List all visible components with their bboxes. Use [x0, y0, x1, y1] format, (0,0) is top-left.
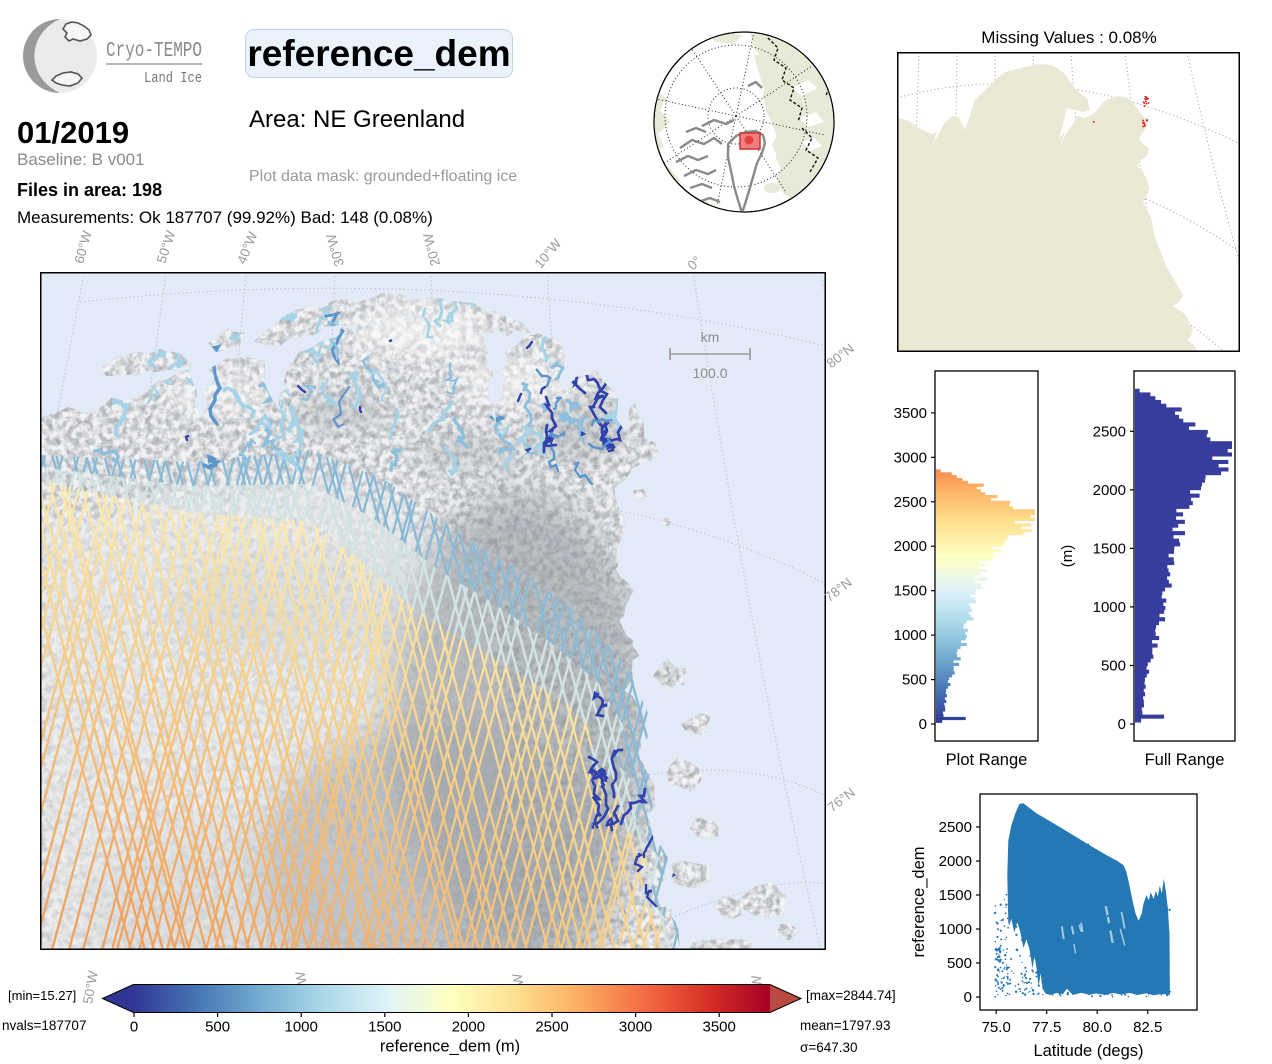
svg-text:100.0: 100.0	[692, 365, 727, 381]
svg-text:1000: 1000	[894, 627, 927, 644]
svg-text:2000: 2000	[894, 538, 927, 555]
svg-text:3500: 3500	[703, 1019, 736, 1036]
svg-text:3000: 3000	[894, 449, 927, 466]
svg-text:Full Range: Full Range	[1145, 751, 1225, 769]
svg-text:0: 0	[130, 1019, 138, 1036]
svg-text:1500: 1500	[1093, 540, 1126, 557]
svg-text:82.5: 82.5	[1133, 1019, 1162, 1036]
svg-text:2000: 2000	[452, 1019, 485, 1036]
svg-text:1500: 1500	[939, 887, 972, 904]
svg-text:3000: 3000	[619, 1019, 652, 1036]
svg-text:500: 500	[947, 955, 972, 972]
svg-text:reference_dem: reference_dem	[910, 847, 928, 958]
svg-text:2500: 2500	[535, 1019, 568, 1036]
svg-text:Land Ice: Land Ice	[144, 70, 202, 87]
svg-text:2500: 2500	[939, 819, 972, 836]
svg-text:500: 500	[205, 1019, 230, 1036]
svg-text:2000: 2000	[1093, 482, 1126, 499]
svg-text:80.0: 80.0	[1083, 1019, 1112, 1036]
svg-text:500: 500	[1101, 658, 1126, 675]
svg-text:77.5: 77.5	[1032, 1019, 1061, 1036]
svg-text:1500: 1500	[894, 583, 927, 600]
svg-text:1000: 1000	[285, 1019, 318, 1036]
svg-text:km: km	[701, 329, 720, 345]
svg-text:1000: 1000	[939, 921, 972, 938]
svg-text:500: 500	[902, 672, 927, 689]
svg-text:0: 0	[919, 716, 927, 733]
svg-text:reference_dem (m): reference_dem (m)	[380, 1038, 520, 1056]
svg-text:2000: 2000	[939, 853, 972, 870]
svg-text:0: 0	[964, 989, 972, 1006]
svg-text:0: 0	[1118, 716, 1126, 733]
svg-text:Plot Range: Plot Range	[946, 751, 1028, 769]
svg-text:75.0: 75.0	[982, 1019, 1011, 1036]
svg-text:(m): (m)	[1059, 545, 1076, 568]
svg-text:3500: 3500	[894, 405, 927, 422]
svg-text:2500: 2500	[1093, 423, 1126, 440]
svg-text:1500: 1500	[368, 1019, 401, 1036]
svg-text:Cryo-TEMPO: Cryo-TEMPO	[106, 40, 202, 63]
svg-text:Latitude (degs): Latitude (degs)	[1033, 1042, 1143, 1060]
svg-text:1000: 1000	[1093, 599, 1126, 616]
svg-text:2500: 2500	[894, 494, 927, 511]
